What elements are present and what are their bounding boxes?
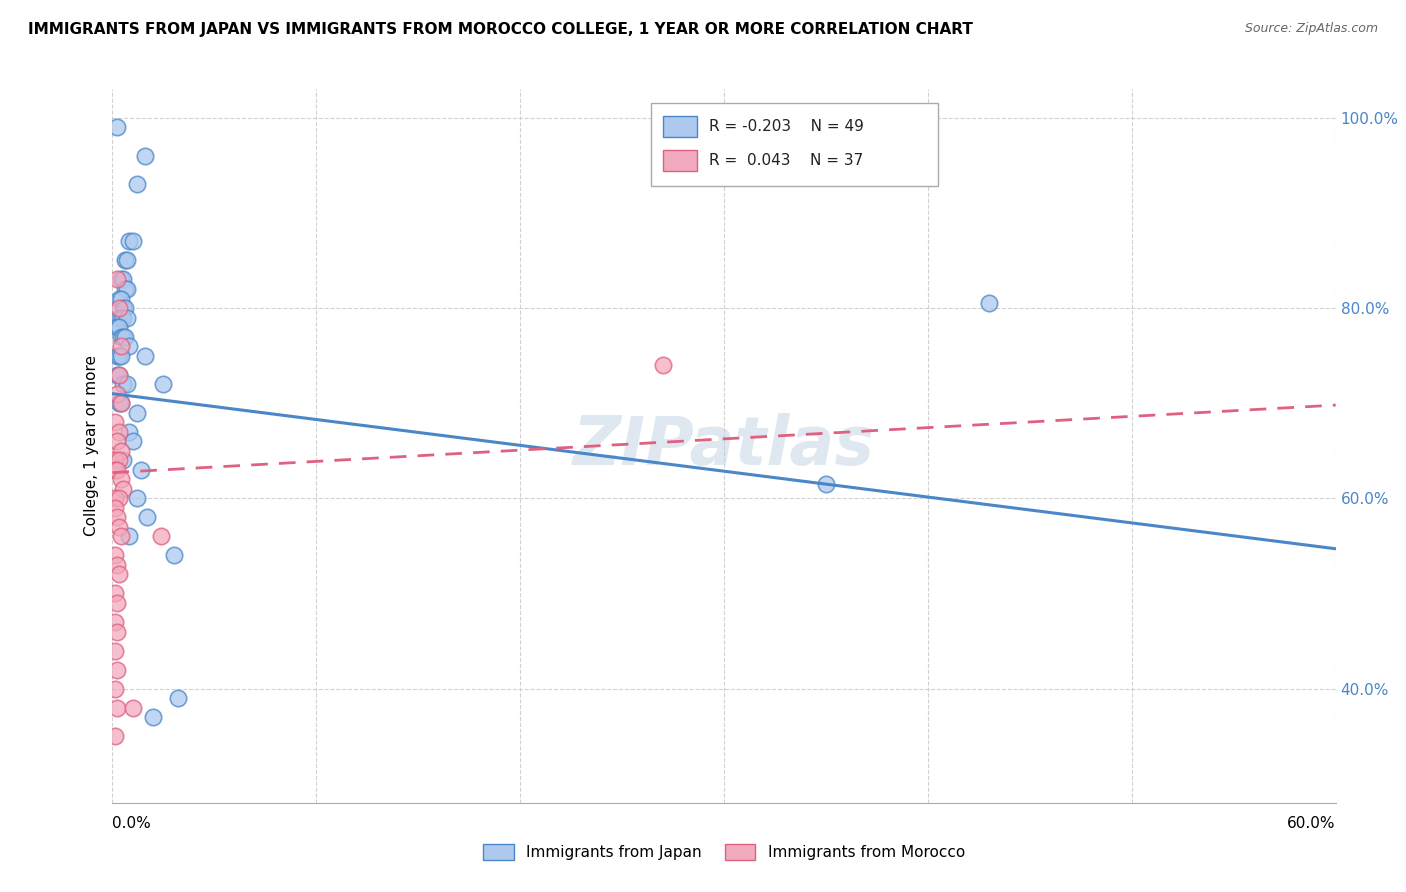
Point [107, 425, 129, 439]
Point [122, 700, 145, 714]
Point [110, 529, 132, 543]
Point [166, 691, 188, 706]
Point [107, 292, 129, 306]
Point [111, 482, 134, 496]
FancyBboxPatch shape [664, 150, 697, 171]
Point [110, 443, 132, 458]
Point [125, 406, 148, 420]
Point [107, 320, 129, 334]
Point [134, 149, 156, 163]
Point [103, 415, 125, 429]
Point [107, 368, 129, 382]
Point [107, 453, 129, 467]
Point [105, 320, 128, 334]
Point [122, 434, 145, 449]
Point [150, 529, 173, 543]
Point [118, 235, 141, 249]
Point [107, 396, 129, 410]
Point [107, 301, 129, 315]
Point [122, 235, 145, 249]
Point [105, 349, 128, 363]
Point [110, 396, 132, 410]
Point [115, 282, 138, 296]
FancyBboxPatch shape [664, 116, 697, 137]
Point [114, 282, 136, 296]
Point [163, 549, 186, 563]
Point [114, 329, 136, 343]
FancyBboxPatch shape [651, 103, 938, 186]
Point [107, 310, 129, 325]
Point [142, 710, 165, 724]
Point [111, 310, 134, 325]
Point [103, 729, 125, 743]
Point [107, 349, 129, 363]
Point [103, 549, 125, 563]
Point [105, 386, 128, 401]
Text: Source: ZipAtlas.com: Source: ZipAtlas.com [1244, 22, 1378, 36]
Point [118, 425, 141, 439]
Point [105, 120, 128, 135]
Point [103, 586, 125, 600]
Legend: Immigrants from Japan, Immigrants from Morocco: Immigrants from Japan, Immigrants from M… [477, 838, 972, 866]
Point [115, 377, 138, 392]
Point [111, 301, 134, 315]
Point [107, 520, 129, 534]
Point [103, 463, 125, 477]
Point [110, 339, 132, 353]
Point [136, 510, 159, 524]
Point [103, 681, 125, 696]
Point [103, 491, 125, 506]
Text: 60.0%: 60.0% [1288, 816, 1336, 831]
Point [125, 491, 148, 506]
Text: IMMIGRANTS FROM JAPAN VS IMMIGRANTS FROM MOROCCO COLLEGE, 1 YEAR OR MORE CORRELA: IMMIGRANTS FROM JAPAN VS IMMIGRANTS FROM… [28, 22, 973, 37]
Point [110, 329, 132, 343]
Point [979, 296, 1001, 310]
Point [111, 453, 134, 467]
Point [815, 477, 838, 491]
Point [134, 349, 156, 363]
Point [118, 339, 141, 353]
Point [152, 377, 174, 392]
Point [114, 253, 136, 268]
Y-axis label: College, 1 year or more: College, 1 year or more [84, 356, 100, 536]
Point [115, 310, 138, 325]
Point [110, 310, 132, 325]
Point [125, 178, 148, 192]
Point [110, 472, 132, 486]
Point [111, 329, 134, 343]
Point [105, 558, 128, 572]
Point [103, 615, 125, 629]
Point [107, 491, 129, 506]
Point [105, 434, 128, 449]
Point [105, 663, 128, 677]
Point [652, 358, 675, 372]
Point [105, 700, 128, 714]
Point [118, 529, 141, 543]
Point [115, 253, 138, 268]
Point [107, 567, 129, 582]
Point [105, 510, 128, 524]
Point [103, 643, 125, 657]
Point [105, 272, 128, 286]
Point [103, 500, 125, 515]
Text: R = -0.203    N = 49: R = -0.203 N = 49 [710, 119, 865, 134]
Point [105, 624, 128, 639]
Point [107, 368, 129, 382]
Text: 0.0%: 0.0% [112, 816, 152, 831]
Point [111, 272, 134, 286]
Point [110, 396, 132, 410]
Point [114, 301, 136, 315]
Point [105, 596, 128, 610]
Text: ZIPatlas: ZIPatlas [574, 413, 875, 479]
Point [129, 463, 152, 477]
Text: R =  0.043    N = 37: R = 0.043 N = 37 [710, 153, 863, 168]
Point [110, 349, 132, 363]
Point [105, 368, 128, 382]
Point [105, 463, 128, 477]
Point [111, 377, 134, 392]
Point [103, 453, 125, 467]
Point [110, 292, 132, 306]
Point [110, 272, 132, 286]
